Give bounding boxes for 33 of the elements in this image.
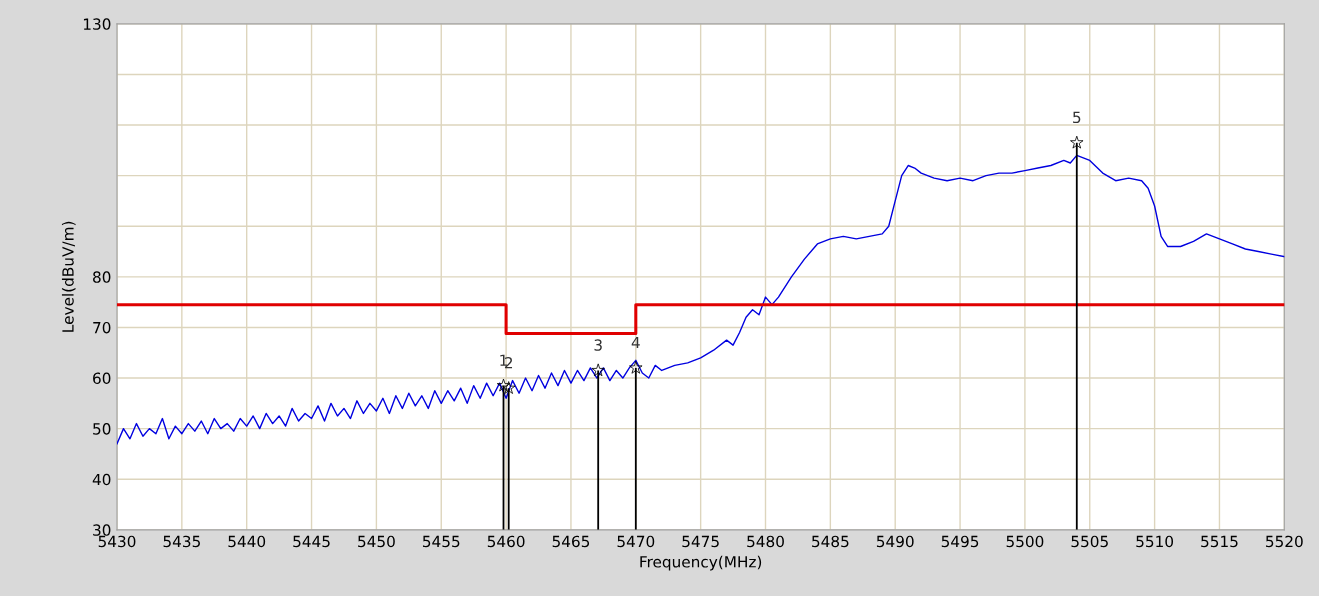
- x-tick-label: 5440: [228, 535, 266, 548]
- x-tick-label: 5510: [1136, 535, 1174, 548]
- x-tick-label: 5500: [1006, 535, 1044, 548]
- y-tick-label: 40: [92, 473, 111, 486]
- x-tick-label: 5495: [941, 535, 979, 548]
- x-tick-label: 5465: [552, 535, 590, 548]
- annotation: 4: [631, 336, 640, 349]
- x-tick-label: 5520: [1266, 535, 1303, 548]
- x-tick-label: 5430: [98, 535, 136, 548]
- x-axis-title: Frequency(MHz): [640, 555, 762, 571]
- y-tick-label: 50: [93, 423, 111, 435]
- y-tick-label: 60: [93, 372, 111, 385]
- y-axis-title: Level(dBuV/m): [61, 221, 76, 332]
- x-tick-label: 5455: [422, 535, 460, 548]
- x-tick-label: 5450: [358, 535, 395, 548]
- x-tick-label: 5480: [747, 535, 784, 548]
- y-tick-label: 130: [83, 18, 111, 30]
- x-tick-label: 5490: [876, 535, 914, 548]
- annotation: 3: [594, 339, 602, 351]
- x-tick-label: 5435: [163, 535, 200, 548]
- y-tick-label: 30: [93, 524, 111, 536]
- x-tick-label: 5475: [682, 535, 719, 548]
- x-tick-label: 5470: [617, 535, 655, 548]
- x-tick-label: 5445: [293, 535, 330, 548]
- x-tick-label: 5460: [487, 535, 525, 548]
- annotation: 2: [504, 356, 513, 369]
- x-tick-label: 5515: [1201, 535, 1238, 548]
- x-tick-label: 5485: [812, 535, 849, 548]
- y-tick-label: 80: [93, 271, 111, 283]
- y-tick-label: 70: [93, 321, 111, 334]
- annotation: 5: [1073, 111, 1081, 124]
- x-tick-label: 5505: [1071, 535, 1108, 548]
- annotation: 1: [500, 354, 507, 366]
